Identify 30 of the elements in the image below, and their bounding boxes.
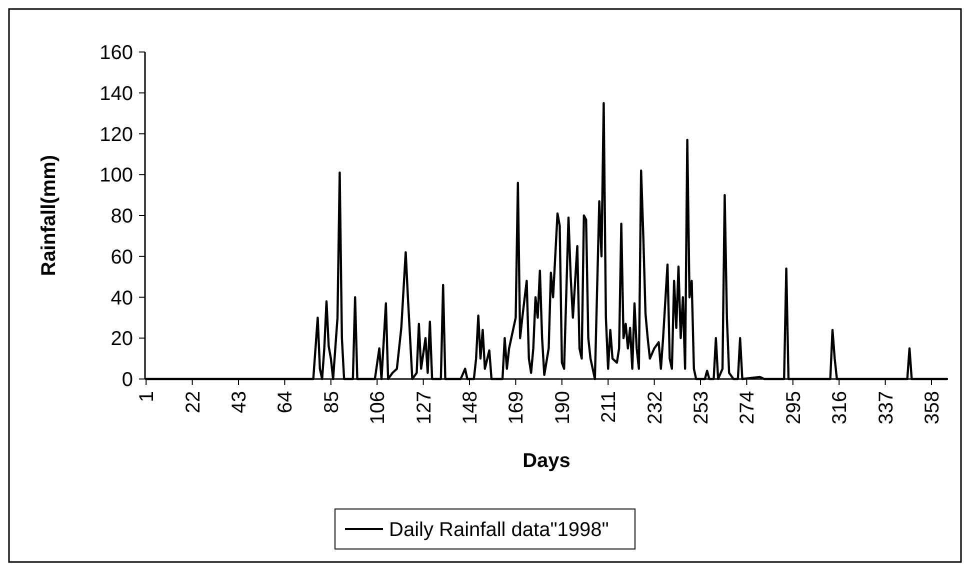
x-tick-label: 253 (690, 391, 712, 424)
x-tick-label: 148 (460, 391, 482, 424)
x-tick-label: 211 (598, 391, 620, 423)
legend-label: Daily Rainfall data"1998" (389, 519, 609, 541)
x-tick-label: 169 (506, 391, 528, 424)
y-tick-label: 100 (100, 164, 133, 187)
y-tick-label: 60 (110, 246, 133, 268)
x-tick-label: 127 (413, 391, 436, 424)
y-axis-title: Rainfall(mm) (38, 154, 60, 276)
x-tick-label: 232 (644, 391, 666, 424)
y-tick-label: 0 (122, 369, 133, 391)
x-tick-label: 337 (875, 391, 898, 424)
x-tick-label: 190 (552, 391, 574, 424)
x-tick-label: 1 (136, 391, 158, 402)
y-tick-label: 160 (100, 42, 133, 64)
x-tick-label: 316 (829, 391, 852, 424)
y-tick-label: 20 (110, 328, 133, 350)
x-tick-label: 64 (274, 391, 297, 414)
x-tick-label: 85 (320, 391, 343, 414)
x-tick-label: 274 (736, 391, 759, 424)
y-tick-label: 40 (110, 287, 133, 310)
x-tick-label: 43 (228, 391, 250, 414)
x-tick-label: 106 (367, 391, 390, 424)
x-axis-title: Days (522, 450, 570, 472)
y-tick-label: 120 (100, 124, 133, 146)
y-tick-label: 140 (100, 82, 133, 105)
x-tick-label: 295 (782, 391, 805, 424)
x-tick-label: 22 (182, 391, 204, 414)
x-tick-label: 358 (922, 391, 944, 424)
y-tick-label: 80 (110, 206, 133, 228)
